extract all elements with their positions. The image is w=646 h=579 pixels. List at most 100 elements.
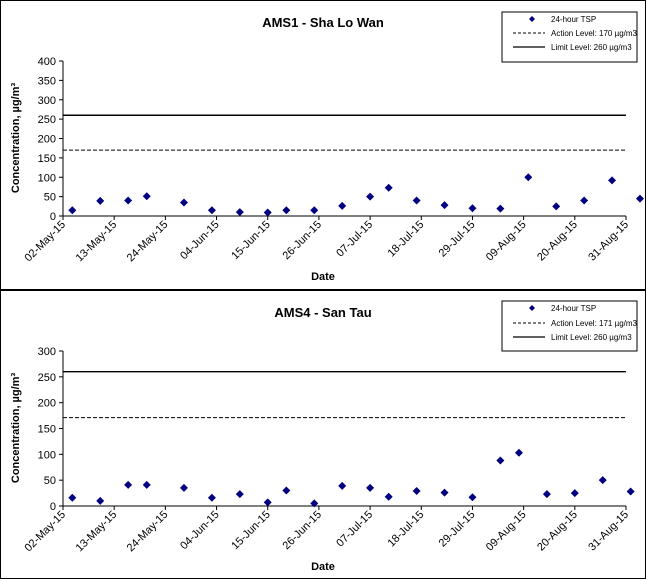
y-tick-label: 50 xyxy=(44,475,56,487)
legend-label-tsp: 24-hour TSP xyxy=(551,15,596,24)
legend-box xyxy=(501,300,638,352)
data-point xyxy=(124,480,133,489)
x-tick-label: 18-Jul-15 xyxy=(385,509,426,550)
x-tick-label: 04-Jun-15 xyxy=(178,509,222,553)
x-tick-label: 24-May-15 xyxy=(125,219,171,265)
data-point xyxy=(496,456,505,465)
x-axis-label: Date xyxy=(311,561,335,573)
data-point xyxy=(570,489,579,498)
data-point xyxy=(412,487,421,496)
data-point xyxy=(179,483,188,492)
y-tick-label: 0 xyxy=(50,501,56,513)
chart-panel-ams4: AMS4 - San Tau Date Concentration, µg/m³… xyxy=(0,290,646,579)
data-point xyxy=(366,192,375,201)
x-tick-label: 31-Aug-15 xyxy=(586,509,631,554)
legend: 24-hour TSP Action Level: 171 µg/m3 Limi… xyxy=(501,300,638,352)
x-tick-label: 26-Jun-15 xyxy=(281,509,325,553)
x-tick-label: 24-May-15 xyxy=(125,509,171,555)
data-point xyxy=(524,173,533,182)
legend-box xyxy=(501,11,638,63)
data-point xyxy=(282,486,291,495)
data-point xyxy=(542,490,551,499)
x-tick-label: 07-Jul-15 xyxy=(334,219,375,260)
x-tick-label: 18-Jul-15 xyxy=(385,219,426,260)
x-tick-label: 29-Jul-15 xyxy=(437,509,478,550)
data-point xyxy=(552,202,561,211)
y-tick-label: 150 xyxy=(38,424,56,436)
y-tick-label: 300 xyxy=(38,346,56,358)
data-point xyxy=(207,206,216,215)
data-point xyxy=(310,206,319,215)
data-point xyxy=(263,498,272,507)
data-point xyxy=(179,198,188,207)
data-point xyxy=(514,448,523,457)
data-point xyxy=(96,196,105,205)
legend-label-limit: Limit Level: 260 µg/m3 xyxy=(551,43,632,52)
x-tick-label: 31-Aug-15 xyxy=(586,219,631,264)
data-point xyxy=(598,476,607,485)
legend: 24-hour TSP Action Level: 170 µg/m3 Limi… xyxy=(501,11,638,63)
legend-label-action: Action Level: 171 µg/m3 xyxy=(551,319,638,328)
data-point xyxy=(440,488,449,497)
x-axis-label: Date xyxy=(311,271,335,283)
y-tick-label: 50 xyxy=(44,192,56,204)
data-point xyxy=(282,206,291,215)
legend-label-tsp: 24-hour TSP xyxy=(551,304,596,313)
chart-title: AMS4 - San Tau xyxy=(274,305,371,320)
legend-marker-tsp xyxy=(529,16,535,22)
x-tick-label: 15-Jun-15 xyxy=(229,509,273,553)
data-point xyxy=(338,481,347,490)
data-point xyxy=(440,201,449,210)
data-point xyxy=(142,192,151,201)
data-point xyxy=(142,480,151,489)
y-tick-label: 150 xyxy=(38,153,56,165)
data-point xyxy=(608,176,617,185)
y-tick-label: 300 xyxy=(38,95,56,107)
x-tick-label: 02-May-15 xyxy=(22,509,68,555)
data-point xyxy=(635,194,644,203)
data-point xyxy=(68,206,77,215)
y-tick-label: 250 xyxy=(38,372,56,384)
legend-label-limit: Limit Level: 260 µg/m3 xyxy=(551,333,632,342)
x-tick-label: 09-Aug-15 xyxy=(484,219,529,264)
data-point xyxy=(124,196,133,205)
x-tick-label: 20-Aug-15 xyxy=(535,219,580,264)
data-point xyxy=(235,208,244,217)
y-tick-label: 200 xyxy=(38,134,56,146)
y-tick-label: 350 xyxy=(38,75,56,87)
data-point xyxy=(263,208,272,217)
x-tick-label: 07-Jul-15 xyxy=(334,509,375,550)
legend-marker-tsp xyxy=(529,305,535,311)
x-tick-label: 13-May-15 xyxy=(74,219,120,265)
y-tick-label: 100 xyxy=(38,449,56,461)
y-tick-label: 200 xyxy=(38,398,56,410)
chart-ams1: AMS1 - Sha Lo Wan Date Concentration, µg… xyxy=(10,11,644,283)
y-tick-label: 400 xyxy=(38,56,56,68)
data-point xyxy=(96,496,105,505)
x-tick-label: 09-Aug-15 xyxy=(484,509,529,554)
y-tick-label: 0 xyxy=(50,211,56,223)
data-point xyxy=(207,493,216,502)
y-axis-label: Concentration, µg/m³ xyxy=(10,373,22,484)
data-point xyxy=(496,204,505,213)
data-point xyxy=(468,204,477,213)
chart-ams4: AMS4 - San Tau Date Concentration, µg/m³… xyxy=(10,300,638,573)
x-tick-label: 02-May-15 xyxy=(22,219,68,265)
x-tick-label: 26-Jun-15 xyxy=(281,219,325,263)
y-tick-label: 100 xyxy=(38,172,56,184)
data-point xyxy=(626,487,635,496)
y-axis-label: Concentration, µg/m³ xyxy=(10,83,22,194)
data-point xyxy=(366,483,375,492)
chart-panel-ams1: AMS1 - Sha Lo Wan Date Concentration, µg… xyxy=(0,0,646,290)
x-tick-label: 29-Jul-15 xyxy=(437,219,478,260)
data-point xyxy=(412,196,421,205)
data-point xyxy=(580,196,589,205)
x-tick-label: 20-Aug-15 xyxy=(535,509,580,554)
data-point xyxy=(384,183,393,192)
y-tick-label: 250 xyxy=(38,114,56,126)
chart-title: AMS1 - Sha Lo Wan xyxy=(262,15,384,30)
data-point xyxy=(235,490,244,499)
data-point xyxy=(468,493,477,502)
x-tick-label: 15-Jun-15 xyxy=(229,219,273,263)
x-tick-label: 04-Jun-15 xyxy=(178,219,222,263)
